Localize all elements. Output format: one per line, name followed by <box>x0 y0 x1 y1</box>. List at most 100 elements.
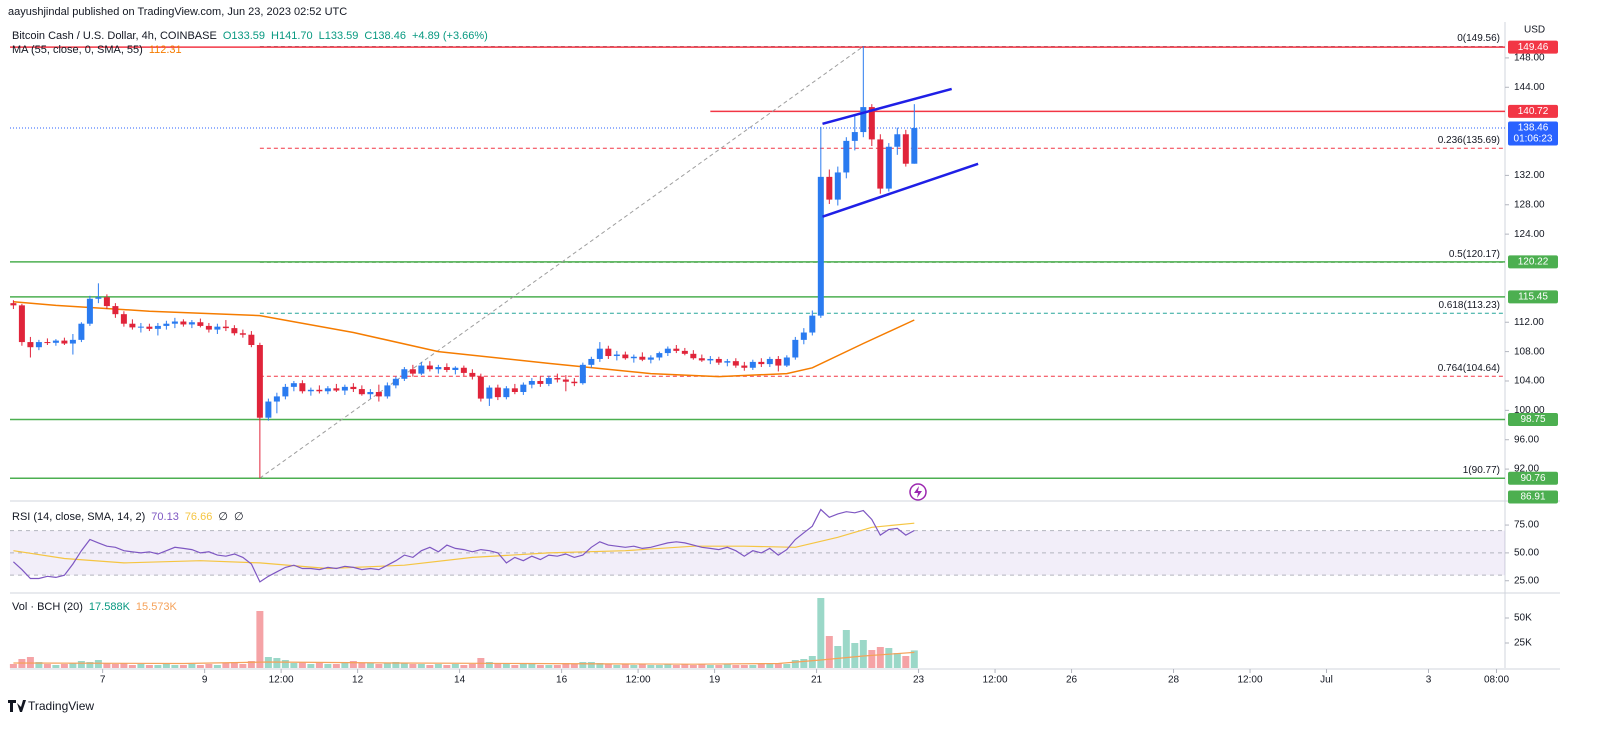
volume-bar <box>52 665 60 668</box>
volume-bar <box>247 661 255 668</box>
candle-body <box>163 323 170 326</box>
price-tag-label: 115.45 <box>1518 292 1548 303</box>
volume-bar <box>553 665 561 668</box>
candle-body <box>630 356 637 359</box>
volume-bar <box>281 660 289 668</box>
candle-body <box>384 385 391 397</box>
candle-body <box>758 361 765 365</box>
price-tag <box>1508 413 1558 427</box>
candle-body <box>35 342 42 348</box>
candle-body <box>911 127 918 164</box>
x-tick-label: 26 <box>1066 675 1078 686</box>
candle-body <box>605 348 612 357</box>
price-tag <box>1508 121 1558 146</box>
volume-bar <box>732 665 740 668</box>
price-tag <box>1508 255 1558 269</box>
volume-bar <box>468 664 476 668</box>
rsi-name: RSI (14, close, SMA, 14, 2) <box>12 511 145 523</box>
volume-bar <box>587 662 595 668</box>
volume-bar <box>494 663 502 668</box>
rsi-tick-label: 75.00 <box>1514 520 1539 531</box>
volume-bar <box>570 664 578 668</box>
volume-bar <box>60 664 68 668</box>
candle-body <box>843 140 850 173</box>
volume-bar <box>757 664 765 668</box>
volume-bar <box>502 664 510 668</box>
volume-ma <box>13 651 915 665</box>
candle-body <box>188 322 195 325</box>
volume-bar <box>851 643 859 668</box>
fib-label: 0.236(135.69) <box>1438 135 1500 146</box>
volume-bar <box>698 664 706 668</box>
symbol-legend: Bitcoin Cash / U.S. Dollar, 4h, COINBASE… <box>12 30 488 42</box>
volume-bar <box>103 663 111 668</box>
y-tick-label: 108.00 <box>1514 346 1545 357</box>
candle-body <box>290 383 297 387</box>
channel-line <box>822 162 979 218</box>
price-tag-label: 90.76 <box>1520 473 1545 484</box>
candle-body <box>724 361 731 363</box>
x-tick-label: 14 <box>454 675 466 686</box>
volume-bar <box>273 658 281 668</box>
countdown: 01:06:23 <box>1514 134 1553 145</box>
candle-body <box>205 325 212 330</box>
volume-bar <box>647 665 655 668</box>
volume-bar <box>392 662 400 668</box>
volume-bar <box>434 664 442 668</box>
volume-bar <box>43 664 51 668</box>
volume-value: 15.573K <box>136 601 178 613</box>
volume-bar <box>196 665 204 668</box>
candle-body <box>877 139 884 189</box>
volume-bar <box>681 664 689 668</box>
volume-bar <box>375 664 383 668</box>
candle-body <box>596 348 603 359</box>
ma-line <box>13 300 915 378</box>
ohlc-label: H141.70 <box>271 30 313 42</box>
candle-body <box>775 358 782 366</box>
volume-bar <box>596 663 604 668</box>
candle-body <box>503 388 510 398</box>
ma-value: 112.31 <box>149 44 182 56</box>
volume-bar <box>383 663 391 668</box>
volume-bar <box>162 664 170 668</box>
candle-body <box>639 356 646 360</box>
candle-body <box>120 314 127 324</box>
volume-bar <box>749 665 757 668</box>
y-tick-label: 148.00 <box>1514 53 1545 64</box>
candle-body <box>367 391 374 395</box>
candle-body <box>715 358 722 363</box>
candle-body <box>834 172 841 200</box>
ohlc-label: O133.59 <box>223 30 265 42</box>
candle-body <box>579 364 586 384</box>
volume-tick-label: 25K <box>1514 638 1532 649</box>
candle-body <box>664 348 671 354</box>
rsi-sma <box>13 522 915 570</box>
candle-body <box>528 380 535 385</box>
candle-body <box>486 387 493 399</box>
rsi-line <box>12 508 915 583</box>
candle-body <box>588 358 595 365</box>
volume-bar <box>545 665 553 668</box>
volume-bar <box>307 664 315 668</box>
volume-bar <box>69 663 77 668</box>
volume-bar <box>298 662 306 668</box>
candle-body <box>698 358 705 361</box>
candle-body <box>443 367 450 370</box>
volume-bar <box>332 664 340 668</box>
candle-body <box>707 358 714 361</box>
candle-body <box>95 297 102 299</box>
candle-body <box>401 369 408 379</box>
candle-body <box>129 323 136 328</box>
volume-bar <box>655 665 663 668</box>
volume-legend: Vol · BCH (20) 17.588K 15.573K <box>12 601 178 613</box>
volume-bar <box>817 598 825 668</box>
candle-body <box>613 354 620 357</box>
fib-label: 0(149.56) <box>1457 33 1500 44</box>
volume-bar <box>128 665 136 668</box>
volume-bar <box>800 659 808 668</box>
candle-body <box>469 372 476 377</box>
ohlc-label: C138.46 <box>364 30 406 42</box>
volume-bar <box>171 665 179 668</box>
candle-body <box>273 396 280 402</box>
rsi-tick-label: 25.00 <box>1514 575 1539 586</box>
